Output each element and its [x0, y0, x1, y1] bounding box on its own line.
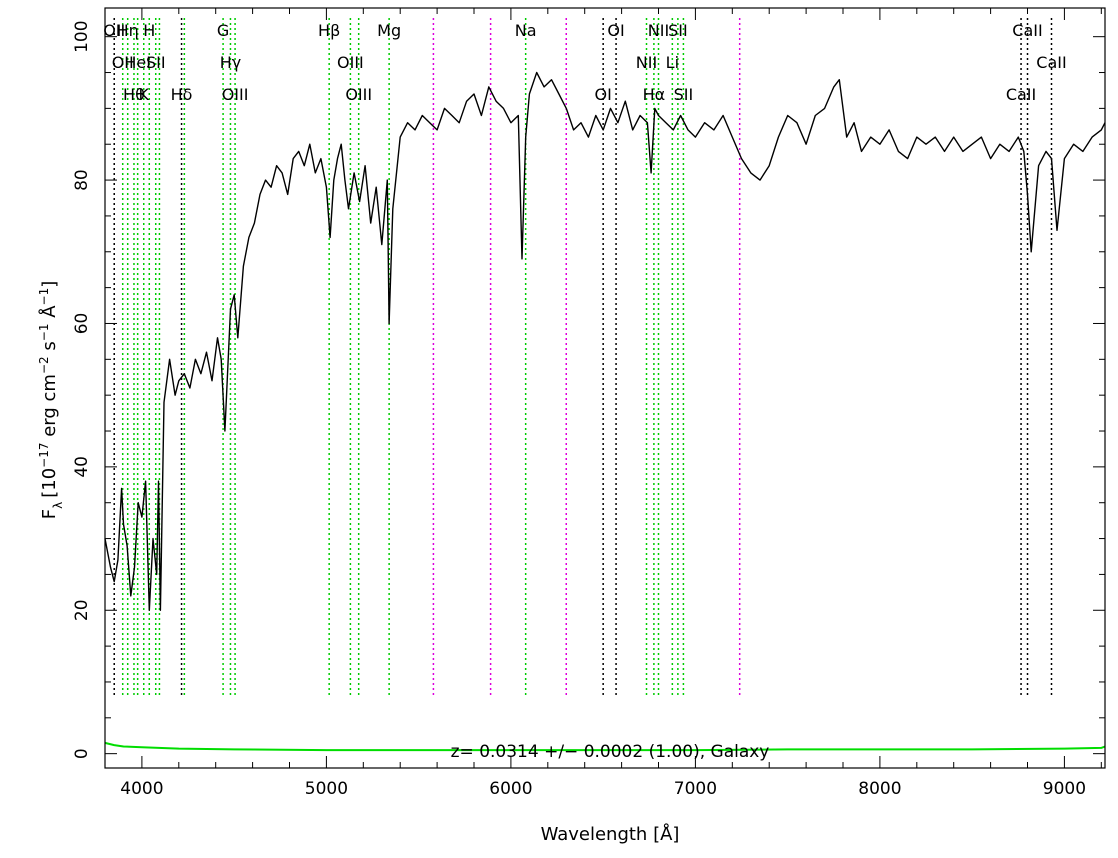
plot-border [104, 7, 1106, 769]
redshift-annotation: z= 0.0314 +/− 0.0002 (1.00), Galaxy [451, 742, 770, 762]
spectral-line-label: HeI [124, 53, 151, 72]
x-tick-label: 4000 [120, 779, 163, 799]
axis-ticks: 4000 5000 6000 7000 8000 9000 0 20 40 60 80 100 [72, 8, 1105, 799]
y-label-t4: Å [38, 305, 60, 324]
y-label-t1: [10 [39, 468, 60, 498]
y-label-t3: s [39, 341, 60, 356]
x-tick-label: 6000 [489, 779, 532, 799]
spectral-line-label: Li [666, 53, 679, 72]
spectral-line-label: H [143, 21, 155, 40]
series-layer [104, 71, 1106, 752]
spectral-line-label: G [217, 21, 229, 40]
x-tick-label: 7000 [674, 779, 717, 799]
y-tick-label: 60 [72, 313, 92, 335]
spectral-line-label: Hγ [220, 53, 242, 72]
spectral-line-label: NII [648, 21, 669, 40]
y-axis-title: Fλ[10−17 erg cm−2 s−1 Å−1] [37, 281, 65, 520]
y-tick-label: 40 [72, 456, 92, 478]
spectral-line-label: CaII [1036, 53, 1066, 72]
x-axis-title: Wavelength [Å] [541, 823, 680, 845]
spectral-line-label: OII [112, 53, 134, 72]
error-series-line [104, 741, 1106, 752]
spectral-line-label: Mg [377, 21, 401, 40]
spectral-line-label: NII [636, 53, 657, 72]
spectral-line-label: OIII [222, 85, 249, 104]
spectral-line-label: OIII [337, 53, 364, 72]
y-label-base: F [39, 509, 60, 519]
y-tick-label: 100 [72, 20, 92, 52]
y-label-sub: λ [51, 502, 65, 509]
x-tick-label: 8000 [858, 779, 901, 799]
spectral-line-label: Hδ [171, 85, 193, 104]
y-label-e1: −17 [37, 443, 51, 468]
plot-frame [104, 7, 1106, 769]
y-tick-label: 20 [72, 599, 92, 621]
y-label-e2: −2 [37, 356, 51, 374]
spectral-line-label: SII [146, 53, 166, 72]
x-tick-label: 9000 [1043, 779, 1086, 799]
spectral-line-label: Na [515, 21, 537, 40]
y-tick-label: 80 [72, 169, 92, 191]
spectral-line-label: OI [607, 21, 624, 40]
spectrum-series-line [104, 71, 1106, 611]
spectral-line-label: Hβ [318, 21, 340, 40]
spectral-line-label: OI [594, 85, 611, 104]
spectral-line-label: OII [103, 21, 125, 40]
y-tick-label: 0 [72, 748, 92, 759]
spectral-line-label: SII [674, 85, 694, 104]
x-tick-label: 5000 [305, 779, 348, 799]
spectral-line-label: Hθ [123, 85, 145, 104]
spectral-line-markers [113, 18, 1053, 695]
y-label-e3: −1 [37, 324, 51, 342]
spectral-line-label: Hη [117, 21, 139, 40]
spectral-line-label: SII [668, 21, 688, 40]
spectral-line-label: Hα [643, 85, 666, 104]
y-label-e4: −1 [37, 288, 51, 306]
spectral-line-label: K [138, 85, 149, 104]
y-label-t5: ] [39, 281, 60, 288]
spectral-line-label: CaII [1012, 21, 1042, 40]
spectral-line-label: CaII [1006, 85, 1036, 104]
spectral-line-label: OIII [345, 85, 372, 104]
y-label-t2: erg cm [39, 374, 60, 442]
